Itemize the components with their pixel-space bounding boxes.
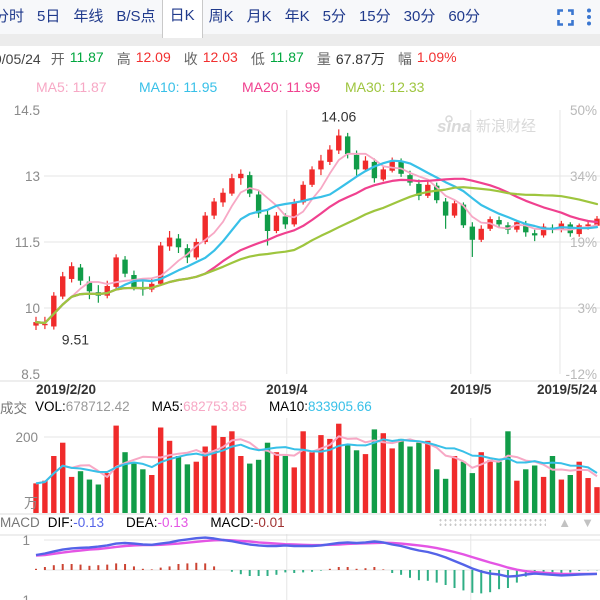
tab-15分[interactable]: 15分 — [358, 8, 391, 25]
tab-30分[interactable]: 30分 — [403, 8, 436, 25]
date-tick-label: 2019/2/20 — [36, 382, 96, 396]
field-高: 高 12.09 — [117, 49, 171, 69]
field-value: 678712.42 — [65, 399, 130, 414]
field-MA10: MA10:833905.66 — [269, 399, 372, 414]
tab-5日[interactable]: 5日 — [37, 8, 61, 25]
percent-tick-label: 19% — [570, 235, 597, 250]
field-label: 收 — [183, 51, 198, 67]
volume-title: 成交 — [0, 400, 27, 416]
price-tick-label: 10 — [25, 301, 40, 316]
ma-legend-MA30: MA30: 12.33 — [345, 79, 425, 95]
sina-watermark-logo: sina — [437, 117, 471, 136]
field-量: 量 67.87万 — [317, 49, 385, 69]
field-MACD: MACD:-0.01 — [210, 515, 284, 530]
tab-年线[interactable]: 年线 — [73, 8, 104, 25]
price-tick-label: 14.5 — [14, 103, 40, 118]
field-value: 682753.85 — [183, 399, 247, 414]
field-低: 低 11.87 — [251, 49, 304, 69]
date-tick-label: 2019/4 — [266, 382, 308, 396]
ohlc-info-bar: 9/05/24 开11.87高12.09收12.03低11.87量67.87万幅… — [0, 49, 600, 69]
macd-tick-label-1: 1 — [22, 534, 30, 548]
field-value: 67.87万 — [335, 51, 385, 67]
field-label: MA5: — [151, 399, 184, 414]
field-label: DIF: — [47, 515, 74, 530]
ma-legend: MA5: 11.87 MA10: 11.95 MA20: 11.99 MA30: 12… — [36, 78, 600, 96]
indicator-drag-handle[interactable] — [438, 518, 547, 527]
date-tick-label: 2019/5 — [450, 382, 492, 396]
ma-legend-MA20: MA20: 11.99 — [242, 79, 321, 95]
field-label: MA10: — [268, 399, 308, 414]
field-label: 开 — [50, 51, 65, 67]
indicator-arrows: ▲ ▼ — [546, 515, 600, 530]
period-tabbar: 分时 5日 年线 B/S点 日K 周K 月K 年K 5分 15分 30分 60分 — [0, 0, 600, 38]
more-icon[interactable] — [586, 8, 592, 26]
tab-年K[interactable]: 年K — [284, 8, 310, 25]
field-收: 收 12.03 — [184, 49, 238, 69]
volume-header: 成交 VOL:678712.42 MA5:682753.85 MA10:833905… — [0, 398, 600, 416]
field-label: VOL: — [35, 399, 66, 414]
percent-tick-label: 34% — [570, 169, 597, 184]
percent-tick-label: -12% — [565, 367, 597, 382]
field-value: -0.13 — [157, 515, 189, 530]
field-label: DEA: — [126, 515, 158, 530]
sina-watermark-text: 新浪财经 — [476, 118, 536, 135]
main-candlestick-chart[interactable]: sina 新浪财经 14.06 9.51 14.5 50% 13 34% 11.5 19% 10 3%… — [0, 96, 600, 401]
field-label: 高 — [116, 51, 131, 67]
field-幅: 幅 1.09% — [398, 49, 457, 69]
price-tick-label: 8.5 — [21, 367, 40, 382]
volume-tick-label: 200 — [15, 430, 38, 445]
field-value: 1.09% — [416, 49, 457, 65]
field-label: 低 — [250, 51, 265, 67]
tab-60分[interactable]: 60分 — [448, 8, 481, 25]
percent-tick-label: 50% — [570, 103, 597, 118]
indicator-up-arrow[interactable]: ▲ — [558, 515, 572, 530]
field-label: 幅 — [397, 51, 412, 67]
indicator-down-arrow[interactable]: ▼ — [581, 515, 594, 530]
volume-unit-label: 万 — [24, 495, 38, 511]
field-value: -0.01 — [253, 515, 285, 530]
macd-title: MACD — [0, 515, 40, 530]
tab-月K[interactable]: 月K — [246, 8, 272, 25]
price-tick-label: 11.5 — [15, 235, 40, 250]
tabbar-icons — [553, 8, 600, 26]
field-value: 12.03 — [202, 49, 238, 65]
field-value: 11.87 — [269, 49, 304, 65]
tab-B/S点[interactable]: B/S点 — [116, 8, 156, 25]
tabbar-shadow-strip — [0, 34, 600, 46]
ma-legend-MA10: MA10: 11.95 — [139, 79, 218, 95]
field-value: 11.87 — [69, 49, 104, 65]
macd-header: MACD DIF:-0.13 DEA:-0.13 MACD:-0.01 ▲ ▼ — [0, 514, 600, 531]
macd-chart[interactable]: 1 -1 — [0, 533, 600, 600]
field-value: 833905.66 — [307, 399, 372, 414]
tab-日K[interactable]: 日K — [161, 0, 203, 38]
fullscreen-icon[interactable] — [557, 8, 574, 26]
field-label: MACD: — [210, 515, 254, 530]
tab-分时[interactable]: 分时 — [0, 8, 25, 25]
percent-tick-label: 3% — [577, 301, 597, 316]
macd-tick-label-minus1: -1 — [18, 593, 30, 600]
ma-legend-MA5: MA5: 11.87 — [36, 79, 107, 95]
field-value: 12.09 — [135, 49, 171, 65]
price-tick-label: 13 — [25, 169, 40, 184]
field-label: 量 — [316, 51, 331, 67]
field-开: 开 11.87 — [51, 49, 104, 69]
field-DEA: DEA:-0.13 — [126, 515, 188, 530]
field-MA5: MA5:682753.85 — [152, 399, 247, 414]
field-DIF: DIF:-0.13 — [48, 515, 104, 530]
field-VOL: VOL:678712.42 — [35, 399, 130, 414]
info-date: 9/05/24 — [0, 51, 41, 67]
tab-5分[interactable]: 5分 — [322, 8, 346, 25]
date-tick-label: 2019/5/24 — [537, 382, 598, 396]
volume-chart[interactable]: 200 万 — [0, 416, 600, 521]
price-annotation: 14.06 — [321, 108, 356, 124]
period-tabs: 分时 5日 年线 B/S点 日K 周K 月K 年K 5分 15分 30分 60分 — [0, 0, 553, 38]
price-annotation: 9.51 — [62, 332, 89, 348]
tab-周K[interactable]: 周K — [208, 8, 234, 25]
field-value: -0.13 — [73, 515, 105, 530]
